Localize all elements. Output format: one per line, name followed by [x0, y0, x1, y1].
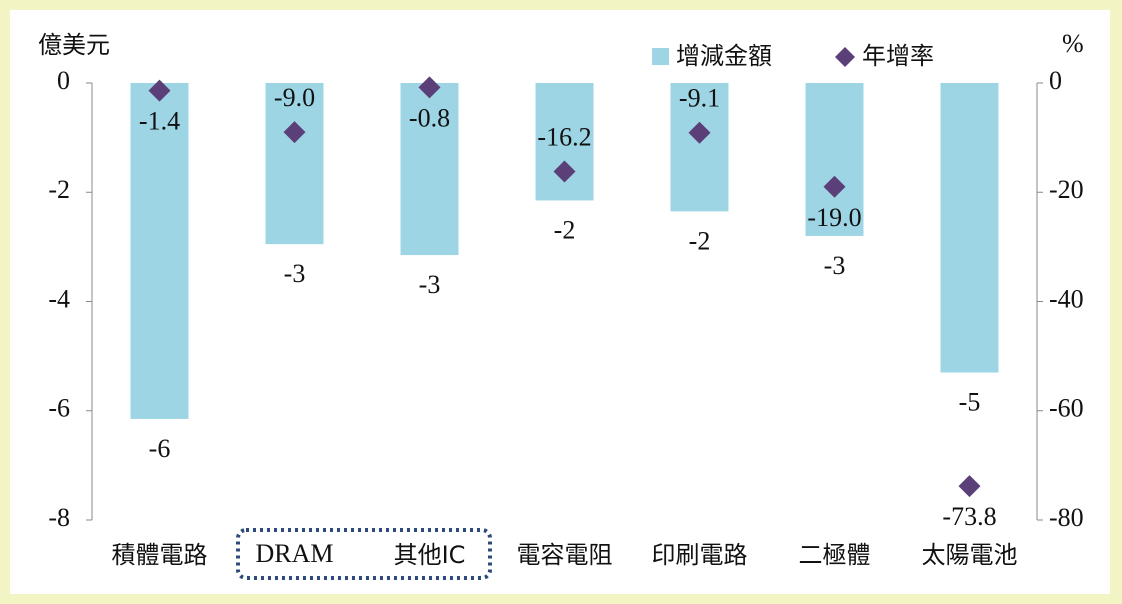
bar-value-label: -2	[689, 226, 711, 255]
bar-value-label: -5	[959, 387, 981, 416]
rate-value-label: -1.4	[139, 107, 180, 136]
bar-value-label: -2	[554, 215, 576, 244]
legend-label: 增減金額	[676, 42, 772, 70]
diamond-marker	[958, 475, 981, 498]
y2-tick-label: -40	[1049, 284, 1084, 313]
y-tick-label: -2	[48, 175, 70, 204]
bar	[940, 83, 999, 373]
bar	[265, 83, 324, 245]
rate-value-label: -0.8	[409, 103, 450, 132]
y-tick-label: -4	[48, 284, 70, 313]
bar-value-label: -3	[284, 259, 306, 288]
bar-value-label: -3	[419, 270, 441, 299]
y-tick-label: 0	[57, 66, 70, 95]
x-tick-label: DRAM	[255, 539, 333, 568]
legend-swatch	[835, 47, 855, 67]
bar	[805, 83, 864, 236]
y2-tick-label: -80	[1049, 503, 1084, 532]
y-tick-label: -6	[48, 394, 70, 423]
x-tick-label: 電容電阻	[517, 541, 613, 569]
y-axis-title: 億美元	[38, 31, 110, 59]
legend-swatch	[652, 48, 669, 65]
y2-tick-label: -60	[1049, 394, 1084, 423]
diamond-marker	[148, 79, 171, 102]
diamond-marker	[418, 76, 441, 99]
diamond-marker	[688, 121, 711, 144]
diamond-marker	[823, 175, 846, 198]
x-tick-label: 二極體	[799, 541, 871, 569]
bar	[400, 83, 459, 256]
y2-tick-label: 0	[1049, 66, 1062, 95]
bar	[670, 83, 729, 212]
diamond-marker	[283, 121, 306, 144]
bar-value-label: -3	[824, 251, 846, 280]
rate-value-label: -16.2	[537, 122, 591, 151]
diamond-marker	[553, 160, 576, 183]
legend-label: 年增率	[862, 42, 934, 70]
rate-value-label: -9.0	[274, 83, 315, 112]
rate-value-label: -73.8	[942, 502, 996, 531]
y-tick-label: -8	[48, 503, 70, 532]
x-tick-label: 印刷電路	[652, 541, 748, 569]
y2-axis-title: %	[1062, 29, 1084, 58]
rate-value-label: -9.1	[679, 84, 720, 113]
bar-value-label: -6	[149, 434, 171, 463]
x-tick-label: 太陽電池	[922, 541, 1018, 569]
y2-tick-label: -20	[1049, 175, 1084, 204]
x-tick-label: 積體電路	[112, 541, 208, 569]
x-tick-label: 其他IC	[394, 541, 466, 569]
rate-value-label: -19.0	[807, 203, 861, 232]
bar	[130, 83, 189, 419]
